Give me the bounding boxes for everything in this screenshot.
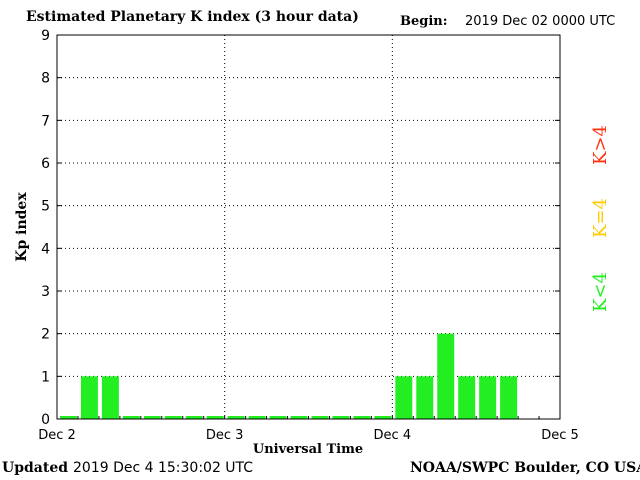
kp-bar <box>122 416 140 419</box>
kp-bar <box>395 376 413 419</box>
y-tick-label: 4 <box>41 241 50 257</box>
y-ticks: 0 1 2 3 4 5 6 7 8 9 <box>41 28 560 428</box>
x-ticks: Dec 2 Dec 3 Dec 4 Dec 5 <box>38 416 579 443</box>
kp-bar <box>479 376 497 419</box>
kp-bar <box>60 416 77 419</box>
kp-bar <box>206 416 224 419</box>
kp-bar <box>353 416 371 419</box>
y-tick-label: 5 <box>41 199 50 215</box>
kp-bar <box>164 416 182 419</box>
begin-label: Begin: <box>400 14 448 29</box>
legend-k-above-4: K>4 <box>590 125 611 165</box>
x-tick-label: Dec 5 <box>541 428 579 443</box>
x-tick-label: Dec 3 <box>206 428 244 443</box>
x-tick-label: Dec 4 <box>374 428 412 443</box>
y-tick-label: 6 <box>41 156 50 172</box>
y-tick-label: 1 <box>41 369 50 385</box>
x-axis-label: Universal Time <box>253 442 363 457</box>
y-tick-label: 3 <box>41 284 50 300</box>
kp-bar <box>311 416 329 419</box>
kp-bar <box>80 376 98 419</box>
kp-bar <box>248 416 266 419</box>
kp-bar <box>227 416 245 419</box>
begin-value: 2019 Dec 02 0000 UTC <box>465 14 616 29</box>
x-tick-label: Dec 2 <box>38 428 76 443</box>
kp-bar <box>500 376 518 419</box>
kp-bar <box>290 416 308 419</box>
chart-title: Estimated Planetary K index (3 hour data… <box>26 9 359 25</box>
y-tick-label: 8 <box>41 71 50 87</box>
y-tick-label: 9 <box>41 28 50 44</box>
kp-bar <box>101 376 119 419</box>
y-tick-label: 7 <box>41 113 50 129</box>
kp-bar <box>269 416 287 419</box>
kp-bar <box>374 416 392 419</box>
kp-bar <box>437 333 455 419</box>
y-axis-label: Kp index <box>14 192 30 262</box>
kp-bar <box>458 376 476 419</box>
updated-timestamp: 2019 Dec 4 15:30:02 UTC <box>73 460 254 476</box>
credit-line: NOAA/SWPC Boulder, CO USA <box>410 460 640 476</box>
y-tick-label: 2 <box>41 327 50 343</box>
legend-k-equals-4: K=4 <box>590 198 611 238</box>
bars-layer <box>60 333 518 419</box>
kp-bar <box>185 416 203 419</box>
kp-bar <box>332 416 350 419</box>
grid-layer <box>57 34 560 419</box>
kp-bar <box>416 376 434 419</box>
kp-bar <box>143 416 161 419</box>
plot-frame <box>56 34 561 420</box>
legend-k-below-4: K<4 <box>590 272 611 312</box>
y-tick-label: 0 <box>41 412 50 428</box>
updated-label: Updated <box>2 460 69 476</box>
